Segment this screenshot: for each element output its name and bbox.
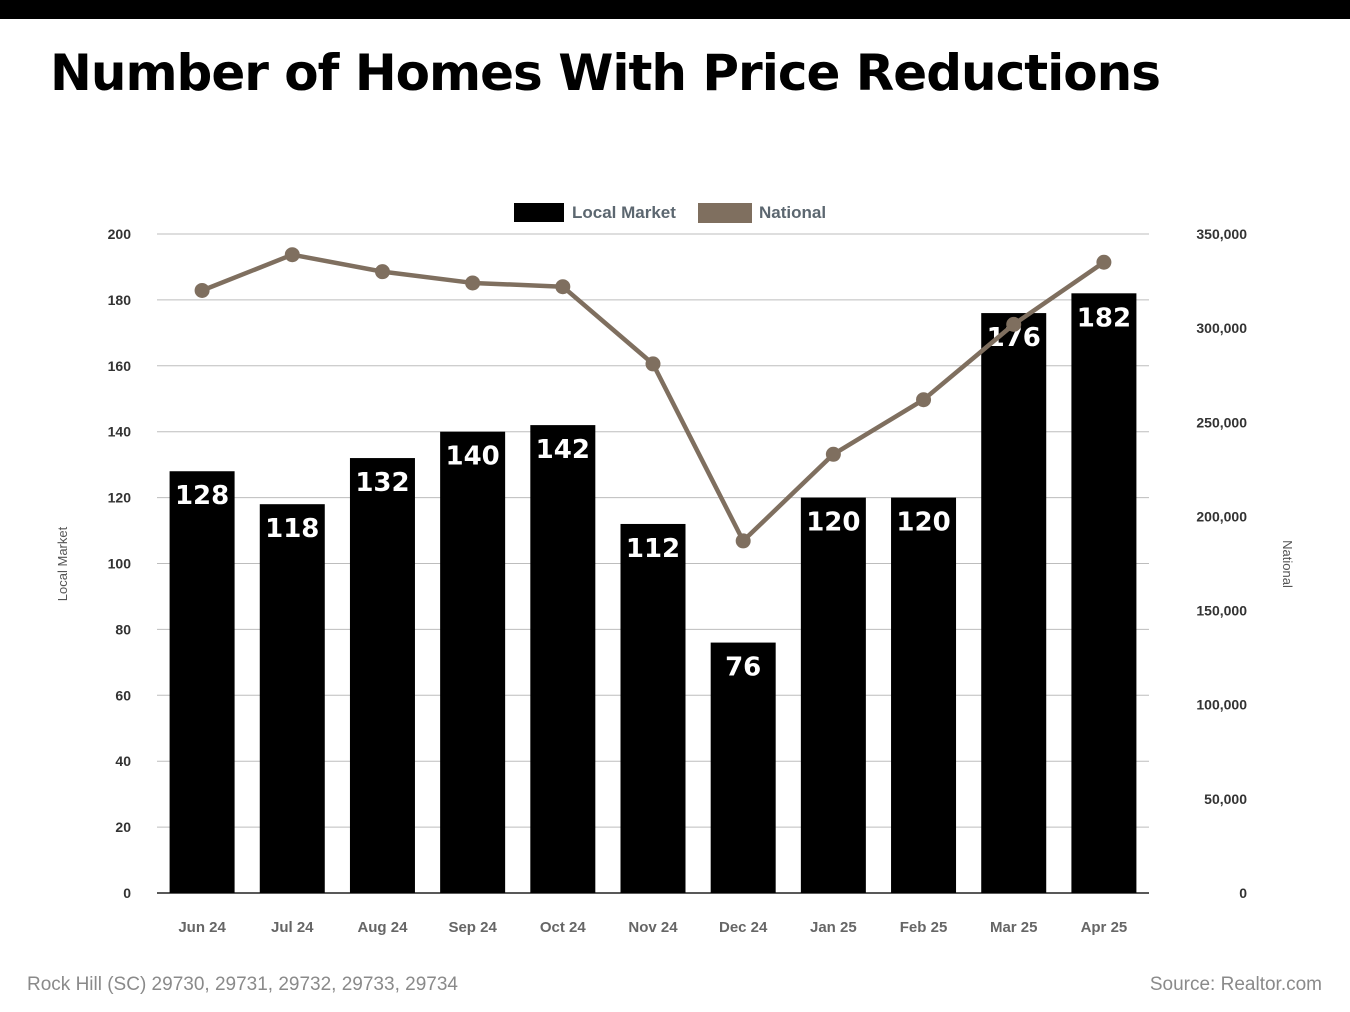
line-point bbox=[1006, 316, 1022, 332]
x-tick-label: Nov 24 bbox=[628, 919, 678, 936]
bar-data-label: 76 bbox=[725, 653, 761, 683]
right-tick-label: 300,000 bbox=[1196, 320, 1247, 336]
left-tick-label: 200 bbox=[108, 226, 132, 242]
bar bbox=[891, 497, 957, 893]
bar-data-label: 132 bbox=[355, 468, 409, 498]
bar-data-label: 112 bbox=[626, 534, 680, 564]
line-point bbox=[825, 446, 841, 462]
left-tick-label: 120 bbox=[108, 490, 132, 506]
x-tick-label: Oct 24 bbox=[540, 919, 587, 936]
right-tick-label: 350,000 bbox=[1196, 226, 1247, 242]
x-tick-label: Dec 24 bbox=[719, 919, 768, 936]
line-point bbox=[194, 282, 210, 298]
bar-data-label: 118 bbox=[265, 514, 319, 544]
line-point bbox=[555, 279, 571, 295]
footer-source: Source: Realtor.com bbox=[1149, 974, 1322, 995]
bar bbox=[169, 471, 235, 893]
bar bbox=[530, 425, 596, 893]
x-axis-ticks: Jun 24 Jul 24 Aug 24 Sep 24 Oct 24 Nov 24 Dec … bbox=[178, 919, 1127, 936]
right-tick-label: 200,000 bbox=[1196, 508, 1247, 524]
footer-location: Rock Hill (SC) 29730, 29731, 29732, 2973… bbox=[27, 974, 458, 995]
bar bbox=[349, 458, 415, 893]
chart-title: Number of Homes With Price Reductions bbox=[50, 44, 1161, 102]
line-point bbox=[735, 533, 751, 549]
left-tick-label: 0 bbox=[123, 885, 131, 901]
left-tick-label: 20 bbox=[115, 819, 131, 835]
x-tick-label: Jun 24 bbox=[178, 919, 226, 936]
legend-swatch-local-market bbox=[514, 203, 564, 222]
right-tick-label: 50,000 bbox=[1204, 791, 1247, 807]
legend-swatch-national bbox=[698, 203, 752, 223]
bar bbox=[981, 313, 1047, 894]
line-point bbox=[374, 264, 390, 280]
legend: Local Market National bbox=[514, 203, 826, 223]
x-tick-label: Mar 25 bbox=[990, 919, 1038, 936]
right-tick-label: 100,000 bbox=[1196, 697, 1247, 713]
left-tick-label: 40 bbox=[115, 753, 131, 769]
right-tick-label: 150,000 bbox=[1196, 603, 1247, 619]
left-tick-label: 100 bbox=[108, 556, 132, 572]
x-tick-label: Jan 25 bbox=[810, 919, 857, 936]
bar bbox=[710, 642, 776, 893]
bar bbox=[1071, 293, 1137, 893]
x-tick-label: Sep 24 bbox=[448, 919, 497, 936]
bar bbox=[800, 497, 866, 893]
x-tick-label: Apr 25 bbox=[1081, 919, 1128, 936]
right-tick-label: 250,000 bbox=[1196, 414, 1247, 430]
bar-data-label: 120 bbox=[806, 508, 860, 538]
right-axis-ticks: 0 50,000 100,000 150,000 200,000 250,000 300,0… bbox=[1196, 226, 1247, 901]
line-point bbox=[284, 247, 300, 263]
bar-data-label: 128 bbox=[175, 481, 229, 511]
x-tick-label: Jul 24 bbox=[271, 919, 314, 936]
bar-data-label: 120 bbox=[896, 508, 950, 538]
line-point bbox=[916, 392, 932, 408]
bar-data-label: 182 bbox=[1077, 303, 1131, 333]
right-tick-label: 0 bbox=[1239, 885, 1247, 901]
left-tick-label: 160 bbox=[108, 358, 132, 374]
line-point bbox=[645, 356, 661, 372]
bar-series bbox=[169, 293, 1137, 894]
bar bbox=[259, 504, 325, 893]
bar-data-label: 142 bbox=[536, 435, 590, 465]
bar bbox=[440, 431, 506, 893]
line-point bbox=[1096, 254, 1112, 270]
left-tick-label: 60 bbox=[115, 687, 131, 703]
line-point bbox=[465, 275, 481, 291]
left-tick-label: 80 bbox=[115, 621, 131, 637]
x-tick-label: Aug 24 bbox=[357, 919, 408, 936]
legend-label-national: National bbox=[759, 203, 826, 222]
left-axis-label: Local Market bbox=[55, 526, 70, 601]
top-bar bbox=[0, 0, 1350, 19]
legend-label-local-market: Local Market bbox=[572, 203, 676, 222]
left-axis-ticks: 0 20 40 60 80 100 120 140 160 180 200 bbox=[108, 226, 132, 901]
bar bbox=[620, 523, 686, 893]
bar-data-label: 140 bbox=[445, 442, 499, 472]
x-tick-label: Feb 25 bbox=[900, 919, 948, 936]
left-tick-label: 180 bbox=[108, 292, 132, 308]
line-series bbox=[194, 247, 1112, 549]
right-axis-label: National bbox=[1280, 540, 1295, 588]
left-tick-label: 140 bbox=[108, 424, 132, 440]
